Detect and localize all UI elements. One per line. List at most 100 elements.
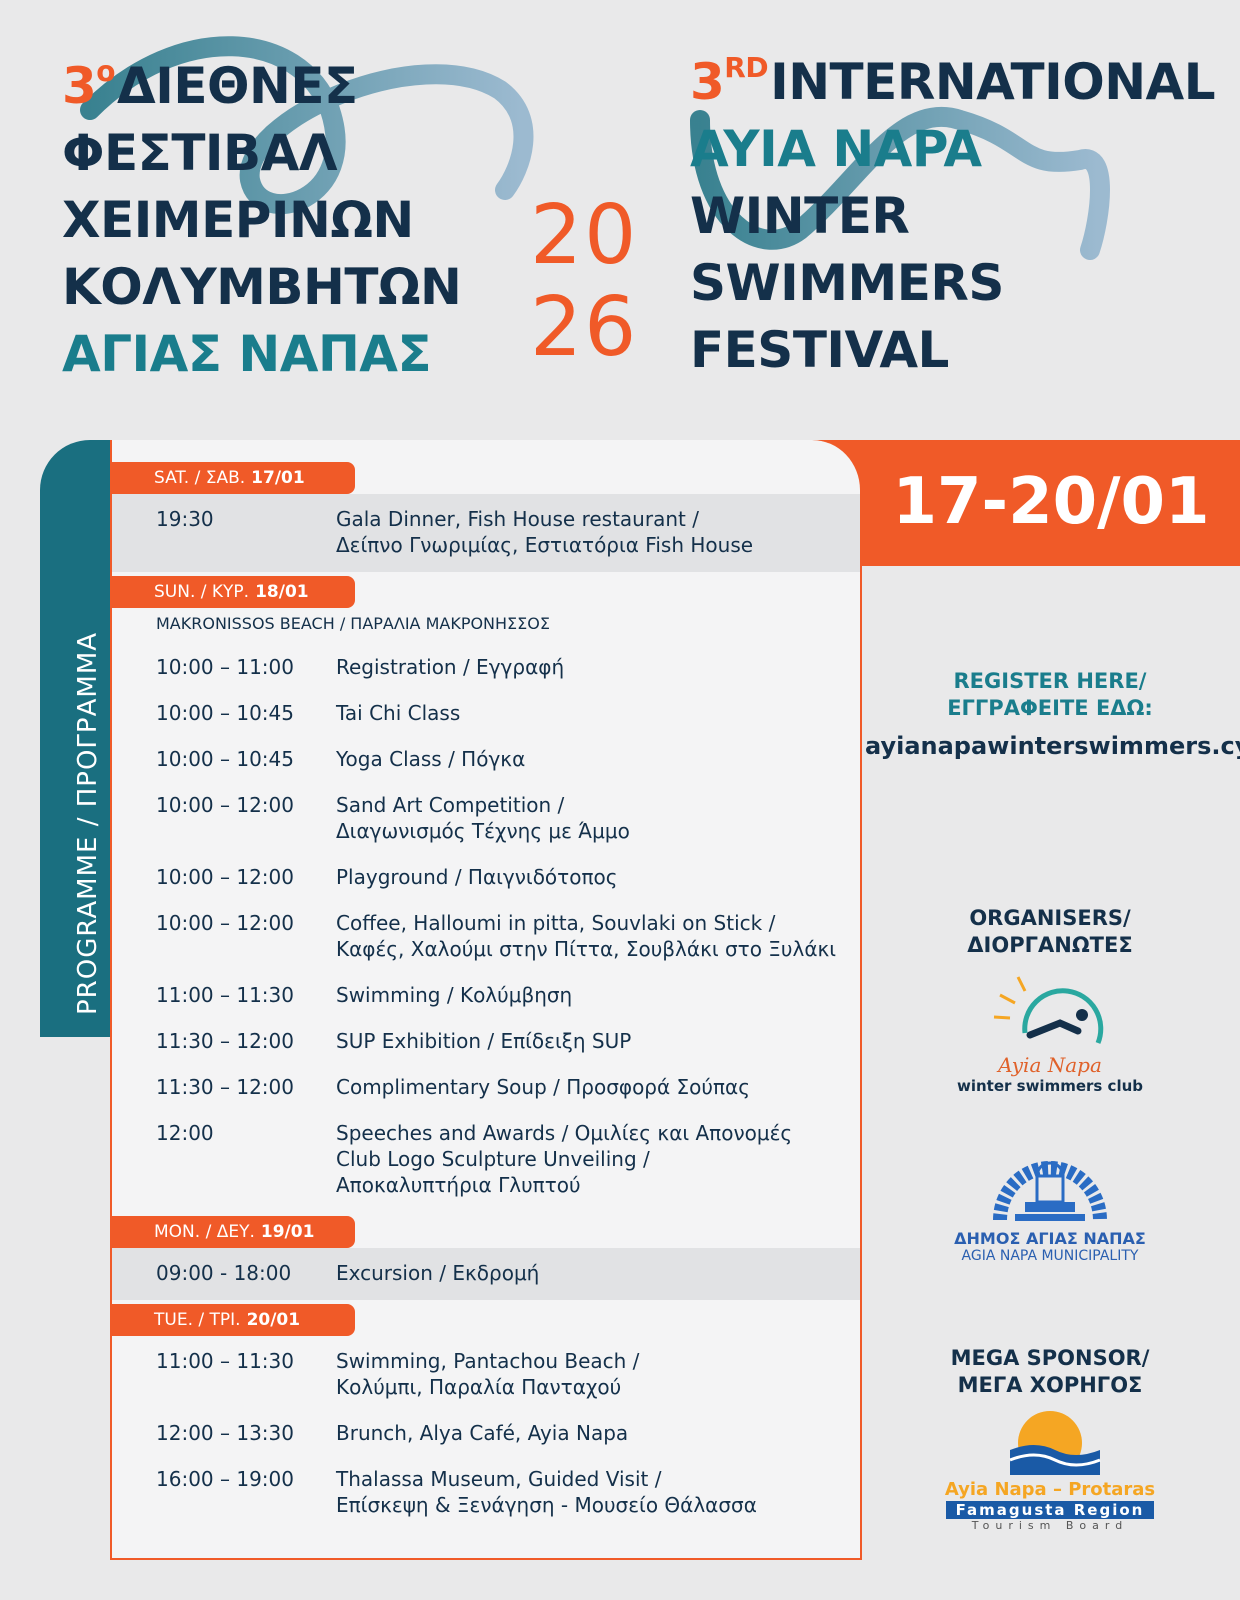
activity-line: Complimentary Soup / Προσφορά Σούπας [336,1075,750,1099]
activity-line: Δείπνο Γνωριμίας, Εστιατόρια Fish House [336,533,754,557]
title-text: ΑΓΙΑΣ ΝΑΠΑΣ [62,325,432,383]
activity-line: Yoga Class / Πόγκα [336,747,526,771]
activity-line: Διαγωνισμός Τέχνης με Άμμο [336,819,630,843]
sponsor-heading: ΜΕΓΑ ΧΟΡΗΓΟΣ [957,1373,1143,1397]
sponsor-logo [1009,1411,1101,1475]
municipality-block: ΔΗΜΟΣ ΑΓΙΑΣ ΝΑΠΑΣ AGIA NAPA MUNICIPALITY [865,1140,1235,1264]
day-date: 17/01 [251,468,305,488]
event-time: 11:00 – 11:30 [156,983,294,1007]
event-activity: Complimentary Soup / Προσφορά Σούπας [336,1074,750,1100]
title-text: SWIMMERS [690,254,1004,312]
event-activity: Registration / Εγγραφή [336,654,564,680]
event-time: 10:00 – 12:00 [156,793,294,817]
event-time: 10:00 – 10:45 [156,701,294,725]
event-activity: Tai Chi Class [336,700,460,726]
title-text: ΚΟΛΥΜΒΗΤΩΝ [62,258,462,316]
programme-label: PROGRAMME / ΠΡΟΓΡΑΜΜΑ [73,631,103,1015]
title-line: ΑΓΙΑΣ ΝΑΠΑΣ [62,321,461,388]
activity-line: Club Logo Sculpture Unveiling / [336,1147,650,1171]
event: 11:00 – 11:30 Swimming, Pantachou Beach /… [112,1338,860,1410]
title-line: ΚΟΛΥΜΒΗΤΩΝ [62,254,462,321]
municipality-greek: ΔΗΜΟΣ ΑΓΙΑΣ ΝΑΠΑΣ [954,1229,1146,1248]
event-time: 10:00 – 12:00 [156,865,294,889]
event-activity: SUP Exhibition / Επίδειξη SUP [336,1028,631,1054]
club-name: Ayia Napa [998,1053,1102,1077]
club-logo [993,976,1104,1044]
title-text: ΧΕΙΜΕΡΙΝΩΝ [62,191,414,249]
event-activity: Playground / Παιγνιδότοπος [336,864,617,890]
event: 12:00 – 13:30 Brunch, Alya Café, Ayia Nap… [112,1410,860,1456]
organisers-block: ORGANISERS/ ΔΙΟΡΓΑΝΩΤΕΣ Ayia Napa winter… [865,905,1235,1095]
activity-line: Swimming / Κολύμβηση [336,983,573,1007]
event-activity: Sand Art Competition / Διαγωνισμός Τέχνης… [336,792,630,844]
day-name: SAT. / ΣΑΒ. [154,468,246,488]
decor-swooshes [80,36,1110,260]
festival-dates: 17-20/01 [892,465,1210,539]
event: 16:00 – 19:00 Thalassa Museum, Guided Vis… [112,1456,860,1528]
event-time: 12:00 – 13:30 [156,1421,294,1445]
municipality-english: AGIA NAPA MUNICIPALITY [961,1248,1139,1264]
year: 20 26 [530,190,638,374]
event-activity: Brunch, Alya Café, Ayia Napa [336,1420,628,1446]
title-number: 3 [62,57,97,115]
event-activity: Speeches and Awards / Ομιλίες και Απονομ… [336,1120,792,1198]
events: 11:00 – 11:30 Swimming, Pantachou Beach /… [112,1336,860,1532]
event: 11:00 – 11:30 Swimming / Κολύμβηση [112,972,860,1018]
event-time: 09:00 - 18:00 [156,1261,292,1285]
title-text: WINTER [690,187,910,245]
title-line: FESTIVAL [690,317,1215,384]
activity-line: Speeches and Awards / Ομιλίες και Απονομ… [336,1121,793,1145]
day-date: 20/01 [246,1310,301,1330]
day-date: 19/01 [260,1222,315,1242]
title-line: SWIMMERS [690,250,1215,317]
day-header: SUN. / ΚΥΡ. 18/01 [112,576,355,608]
event-activity: Swimming / Κολύμβηση [336,982,572,1008]
event-activity: Coffee, Halloumi in pitta, Souvlaki on S… [336,910,836,962]
register-heading: ΕΓΓΡΑΦΕΙΤΕ ΕΔΩ: [947,696,1153,720]
organisers-heading: ORGANISERS/ [969,906,1131,930]
activity-line: Playground / Παιγνιδότοπος [336,865,618,889]
day: SAT. / ΣΑΒ. 17/01 19:30 Gala Dinner, Fish H… [112,462,860,572]
activity-line: Coffee, Halloumi in pitta, Souvlaki on S… [336,911,776,935]
event: 12:00 Speeches and Awards / Ομιλίες και Α… [112,1110,860,1208]
event: 11:30 – 12:00 Complimentary Soup / Προσφο… [112,1064,860,1110]
event: 11:30 – 12:00 SUP Exhibition / Επίδειξη S… [112,1018,860,1064]
title-line: 3RDINTERNATIONAL [690,34,1216,116]
title-line: WINTER [690,183,1215,250]
register-url[interactable]: ayianapawinterswimmers.cy [865,732,1240,760]
day-name: TUE. / ΤΡΙ. [154,1310,241,1330]
event-activity: Thalassa Museum, Guided Visit / Επίσκεψη … [336,1466,757,1518]
register-block: REGISTER HERE/ ΕΓΓΡΑΦΕΙΤΕ ΕΔΩ: ayianapaw… [865,668,1240,760]
event-activity: Yoga Class / Πόγκα [336,746,525,772]
title-text: ΔΙΕΘΝΕΣ [117,57,358,115]
event: 10:00 – 11:00 Registration / Εγγραφή [112,644,860,690]
event: 09:00 - 18:00 Excursion / Εκδρομή [112,1250,860,1296]
events: MAKRONISSOS BEACH / ΠΑΡΑΛΙΑ ΜΑΚΡΟΝΗΣΣΟΣ 1… [112,608,860,1212]
dates-band [800,440,1240,566]
greek-title: 3οΔΙΕΘΝΕΣ ΦΕΣΤΙΒΑΛ ΧΕΙΜΕΡΙΝΩΝ ΚΟΛΥΜΒΗΤΩΝ ΑΓΙ… [62,38,462,388]
day-header: SAT. / ΣΑΒ. 17/01 [112,462,355,494]
title-line: ΦΕΣΤΙΒΑΛ [62,120,461,187]
event: 10:00 – 12:00 Coffee, Halloumi in pitta, … [112,900,860,972]
day-header: MON. / ΔΕΥ. 19/01 [112,1216,355,1248]
activity-line: Αποκαλυπτήρια Γλυπτού [336,1173,581,1197]
activity-line: Swimming, Pantachou Beach / [336,1349,640,1373]
title-suffix: RD [724,51,769,84]
day-name: SUN. / ΚΥΡ. [154,582,250,602]
title-text: AYIA NAPA [690,120,982,178]
day-name: MON. / ΔΕΥ. [154,1222,255,1242]
events: 19:30 Gala Dinner, Fish House restaurant … [112,494,860,572]
activity-line: Καφές, Χαλούμι στην Πίττα, Σουβλάκι στο … [336,937,837,961]
municipality-logo [993,1161,1107,1221]
event-time: 12:00 [156,1121,214,1145]
title-text: ΦΕΣΤΙΒΑΛ [62,124,338,182]
activity-line: Επίσκεψη & Ξενάγηση - Μουσείο Θάλασσα [336,1493,757,1517]
event-time: 19:30 [156,507,214,531]
event-time: 10:00 – 12:00 [156,911,294,935]
event-time: 11:00 – 11:30 [156,1349,294,1373]
event-time: 16:00 – 19:00 [156,1467,294,1491]
title-number: 3 [690,53,725,111]
activity-line: Gala Dinner, Fish House restaurant / [336,507,699,531]
sponsor-region: Famagusta Region [945,1501,1155,1519]
